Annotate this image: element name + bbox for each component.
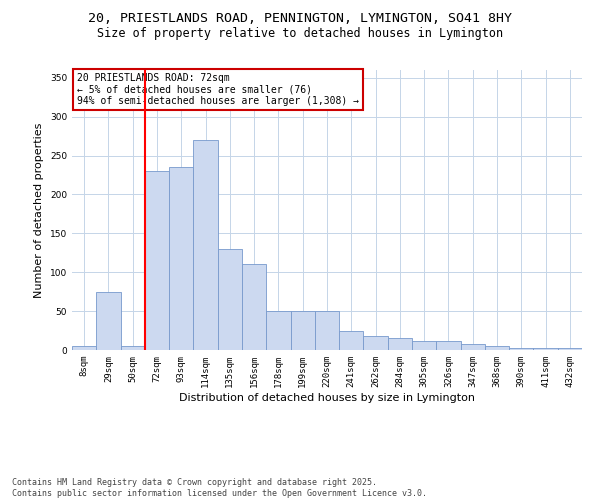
Text: Contains HM Land Registry data © Crown copyright and database right 2025.
Contai: Contains HM Land Registry data © Crown c… xyxy=(12,478,427,498)
X-axis label: Distribution of detached houses by size in Lymington: Distribution of detached houses by size … xyxy=(179,392,475,402)
Bar xyxy=(509,348,533,350)
Bar xyxy=(485,346,509,350)
Bar xyxy=(412,340,436,350)
Bar xyxy=(436,340,461,350)
Bar xyxy=(388,338,412,350)
Bar xyxy=(266,311,290,350)
Bar xyxy=(558,348,582,350)
Text: 20, PRIESTLANDS ROAD, PENNINGTON, LYMINGTON, SO41 8HY: 20, PRIESTLANDS ROAD, PENNINGTON, LYMING… xyxy=(88,12,512,26)
Bar xyxy=(533,348,558,350)
Bar xyxy=(364,336,388,350)
Text: Size of property relative to detached houses in Lymington: Size of property relative to detached ho… xyxy=(97,28,503,40)
Bar xyxy=(169,167,193,350)
Bar xyxy=(96,292,121,350)
Bar xyxy=(121,346,145,350)
Text: 20 PRIESTLANDS ROAD: 72sqm
← 5% of detached houses are smaller (76)
94% of semi-: 20 PRIESTLANDS ROAD: 72sqm ← 5% of detac… xyxy=(77,73,359,106)
Bar xyxy=(315,311,339,350)
Bar xyxy=(218,249,242,350)
Bar xyxy=(461,344,485,350)
Bar xyxy=(72,346,96,350)
Y-axis label: Number of detached properties: Number of detached properties xyxy=(34,122,44,298)
Bar xyxy=(290,311,315,350)
Bar xyxy=(145,171,169,350)
Bar xyxy=(193,140,218,350)
Bar xyxy=(339,330,364,350)
Bar xyxy=(242,264,266,350)
